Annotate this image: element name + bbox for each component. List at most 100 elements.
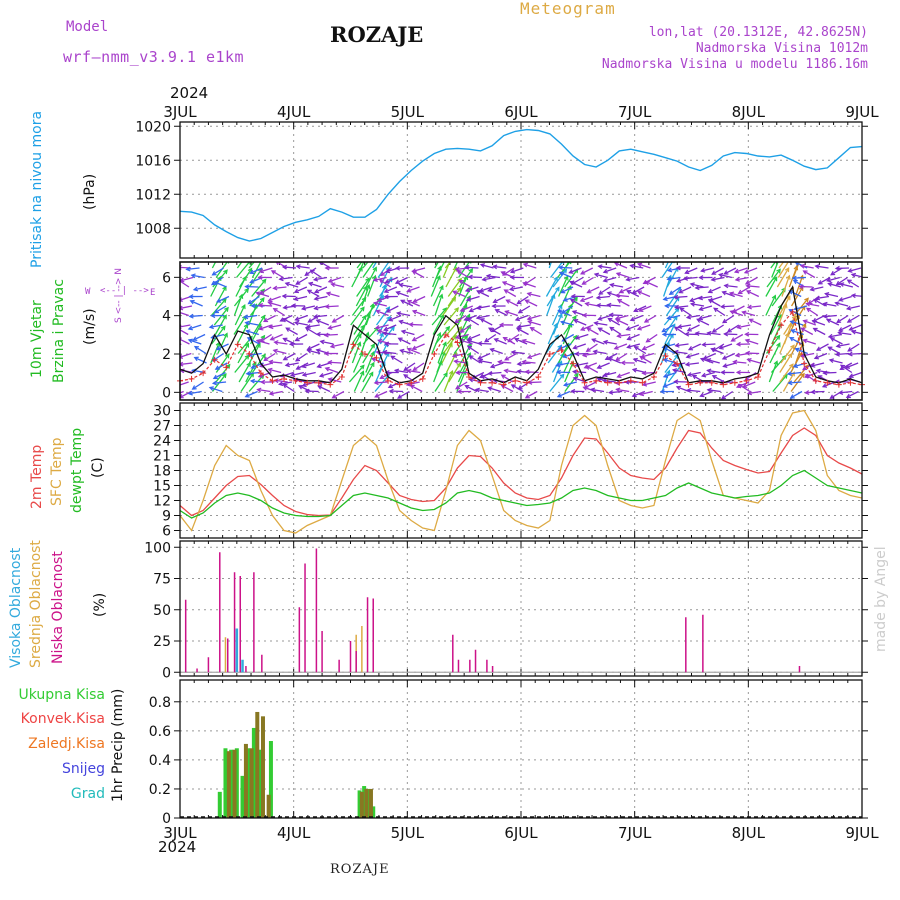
wind-arrow-shaft [591,338,605,345]
wind-arrow-head [726,328,732,333]
wind-arrow-shaft [180,305,193,310]
wind-arrow-head [395,290,401,296]
wind-arrow-shaft [699,305,713,311]
wind-arrow-shaft [747,358,761,364]
wind-arrow-shaft [698,314,712,320]
wind-arrow-shaft [730,310,744,317]
wind-arrow-head [792,279,798,285]
wind-arrow-shaft [663,316,678,335]
wind-arrow-shaft [646,333,658,343]
wind-arrow-shaft [685,362,700,366]
wind-gust-marker [431,351,438,357]
wind-arrow-shaft [702,343,716,346]
wind-arrow-shaft [442,297,456,316]
wind-arrow-head [773,360,779,366]
wind-arrow-head [480,374,487,380]
wind-gust-marker [234,341,241,348]
cloud-bar [798,666,801,673]
wind-arrow-head [744,338,750,344]
wind-arrow-head [560,288,566,294]
wind-arrow-head [475,315,481,320]
wind-arrow-head [573,296,578,302]
cloud-bar [184,599,187,673]
wind-arrow-shaft [282,318,295,326]
wind-arrow-shaft [811,362,825,367]
wind-arrow-head [696,318,702,323]
precip-bar [368,788,373,818]
wind-arrow-shaft [790,286,804,307]
wind-arrow-shaft [319,371,333,377]
wind-arrow-shaft [667,276,681,280]
wind-arrow-shaft [188,339,202,345]
wind-arrow-head [828,358,834,364]
wind-arrow-head [456,362,461,368]
wind-arrow-shaft [355,286,368,307]
wind-arrow-shaft [188,390,202,395]
wind-arrow-head [805,301,811,307]
wind-arrow-head [263,356,269,362]
wind-arrow-shaft [248,343,261,364]
wind-arrow-head [409,384,415,390]
wind-arrow-shaft [434,262,440,269]
wind-arrow-shaft [442,262,451,278]
wind-arrow-head [221,298,227,303]
precip-bar [229,749,234,818]
cloud-bar [233,572,236,673]
wind-arrow-head [675,385,681,391]
wind-arrow-head [258,325,264,331]
y-tick-label: 1020 [135,119,171,135]
cloud-bar [207,657,210,673]
wind-arrow-head [604,355,610,361]
wind-arrow-shaft [465,286,479,292]
cloud-bar [474,649,477,673]
wind-arrow-shaft [431,307,447,326]
wind-arrow-head [733,268,740,274]
wind-arrow-shaft [598,265,612,269]
wind-arrow-head [720,370,726,375]
wind-gust-marker [616,379,623,386]
wind-arrow-head [508,286,515,292]
wind-arrow-head [398,282,404,288]
wind-arrow-shaft [448,362,461,383]
wind-arrow-shaft [395,369,409,374]
wind-gust-marker [627,377,634,384]
wind-arrow-head [245,371,251,376]
wind-arrow-shaft [443,370,454,392]
wind-arrow-head [721,318,728,324]
wind-arrow-head [811,319,817,325]
wind-arrow-head [277,381,284,387]
wind-arrow-head [375,309,381,315]
x-day-label-top: 4JUL [277,103,311,121]
wind-arrow-shaft [233,294,243,316]
wind-gust-marker [674,360,681,367]
wind-arrow-shaft [268,301,282,307]
wind-arrow-shaft [383,332,397,336]
wind-arrow-head [850,293,856,299]
wind-arrow-head [487,370,493,376]
wind-arrow-head [260,334,266,340]
wind-arrow-shaft [525,299,538,307]
wind-arrow-shaft [454,360,468,364]
wind-gust-marker [766,347,773,354]
wind-arrow-head [188,294,194,299]
wind-arrow-shaft [304,267,317,276]
wind-arrow-head [456,389,462,395]
wind-arrow-head [464,384,470,390]
wind-arrow-head [710,276,716,282]
cloud-bar [235,628,239,673]
wind-arrow-shaft [707,369,721,374]
wind-arrow-head [220,325,226,331]
wind-arrow-shaft [558,276,569,297]
wind-arrow-shaft [486,275,500,279]
wind-arrow-head [845,305,852,311]
wind-arrow-shaft [573,370,587,374]
wind-arrow-head [315,319,321,324]
legend-frozen-rain: Zaledj.Kisa [28,736,105,752]
wind-gust-marker [373,354,380,361]
wind-arrow-head [327,359,333,365]
wind-arrow-head [835,280,841,286]
wind-arrow-head [477,355,483,360]
wind-arrow-shaft [690,283,704,288]
wind-arrow-shaft [307,343,320,350]
wind-arrow-shaft [434,294,443,316]
